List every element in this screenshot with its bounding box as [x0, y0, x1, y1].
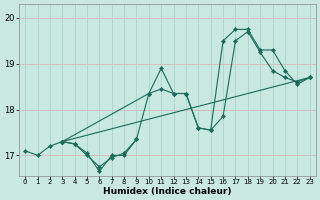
X-axis label: Humidex (Indice chaleur): Humidex (Indice chaleur) [103, 187, 232, 196]
